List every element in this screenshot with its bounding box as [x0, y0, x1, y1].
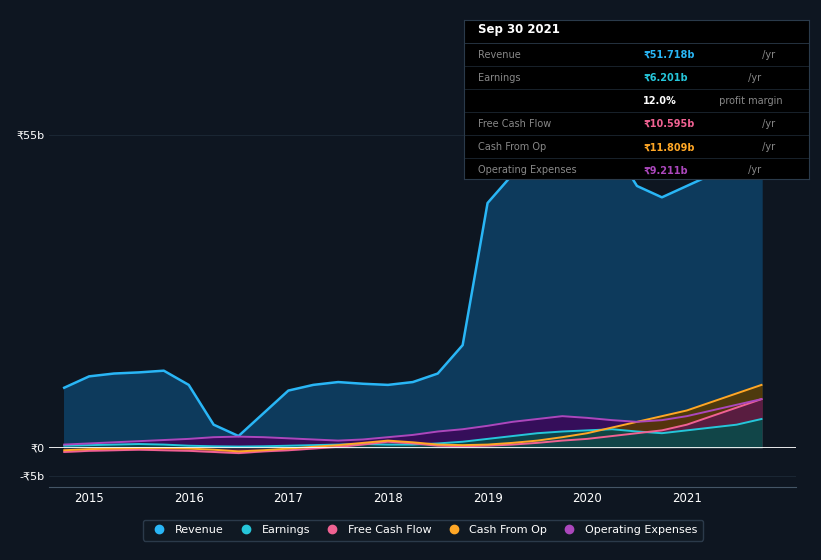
Text: Operating Expenses: Operating Expenses	[478, 165, 576, 175]
Text: ₹9.211b: ₹9.211b	[643, 165, 688, 175]
Text: Cash From Op: Cash From Op	[478, 142, 546, 152]
Text: 12.0%: 12.0%	[643, 96, 677, 106]
Text: ₹10.595b: ₹10.595b	[643, 119, 695, 129]
Text: ₹11.809b: ₹11.809b	[643, 142, 695, 152]
Text: /yr: /yr	[759, 119, 775, 129]
Text: ₹6.201b: ₹6.201b	[643, 73, 688, 83]
Text: /yr: /yr	[745, 165, 761, 175]
Text: /yr: /yr	[759, 142, 775, 152]
Text: Revenue: Revenue	[478, 50, 521, 60]
Text: profit margin: profit margin	[716, 96, 782, 106]
Legend: Revenue, Earnings, Free Cash Flow, Cash From Op, Operating Expenses: Revenue, Earnings, Free Cash Flow, Cash …	[143, 520, 703, 540]
Text: /yr: /yr	[759, 50, 775, 60]
Text: Sep 30 2021: Sep 30 2021	[478, 24, 560, 36]
Text: ₹51.718b: ₹51.718b	[643, 50, 695, 60]
Text: Free Cash Flow: Free Cash Flow	[478, 119, 551, 129]
Text: /yr: /yr	[745, 73, 761, 83]
Text: Earnings: Earnings	[478, 73, 521, 83]
